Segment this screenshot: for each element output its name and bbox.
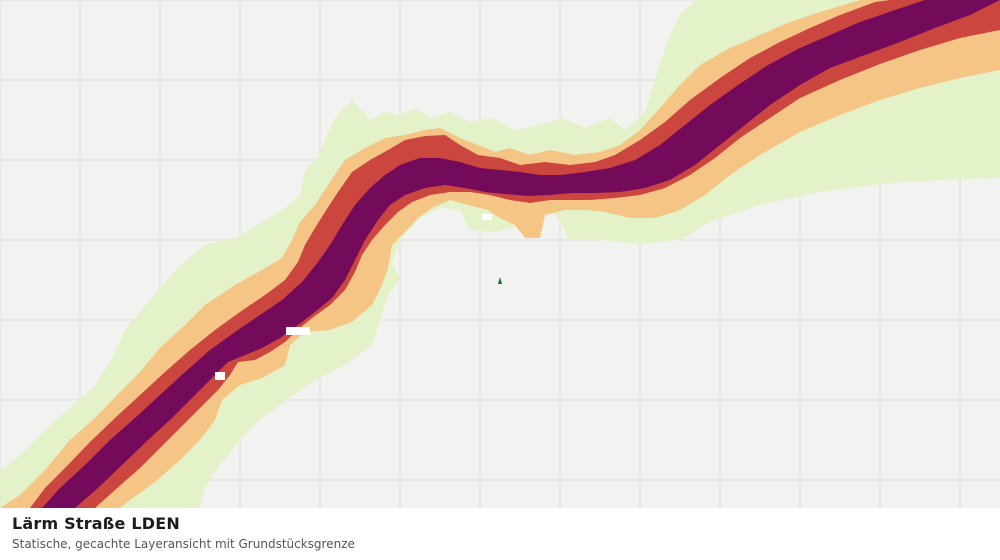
map-viewport[interactable] bbox=[0, 0, 1000, 508]
parcel-boundary-marker[interactable] bbox=[498, 277, 502, 284]
layer-subtitle: Statische, gecachte Layeransicht mit Gru… bbox=[12, 537, 355, 551]
noise-map[interactable] bbox=[0, 0, 1000, 508]
map-gaps bbox=[215, 214, 492, 380]
layer-title: Lärm Straße LDEN bbox=[12, 514, 180, 533]
map-caption: Lärm Straße LDEN Statische, gecachte Lay… bbox=[0, 508, 1000, 560]
